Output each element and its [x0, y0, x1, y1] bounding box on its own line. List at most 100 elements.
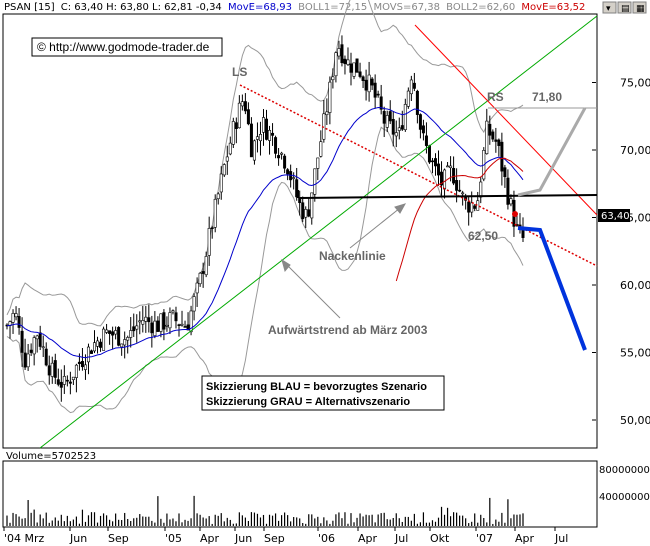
candle — [427, 144, 431, 164]
candle — [44, 342, 48, 367]
candle — [99, 338, 103, 352]
volume-tick-80m: 80000000 — [599, 465, 650, 476]
volume-panel — [2, 460, 598, 528]
candle — [26, 343, 30, 371]
candle — [35, 334, 39, 353]
candle — [307, 198, 311, 218]
candle — [246, 102, 250, 126]
candle — [252, 139, 256, 165]
candle — [352, 62, 356, 80]
x-axis: '04 Mrz Jun Sep '05 Apr Jun Sep '06 Apr Jul Okt '07… — [3, 527, 568, 545]
candle — [412, 72, 416, 92]
moving-average-red — [395, 157, 524, 282]
candle — [258, 121, 262, 156]
candle — [506, 169, 510, 210]
candle — [41, 335, 45, 358]
candle — [409, 75, 413, 102]
header-boll2: BOLL2=62,60 — [446, 2, 515, 13]
candle — [201, 262, 205, 288]
candle — [494, 127, 498, 153]
candle — [132, 313, 136, 337]
candle — [129, 317, 133, 348]
candle — [430, 157, 434, 174]
candle — [62, 365, 66, 394]
candle — [379, 84, 383, 115]
candle — [162, 309, 166, 341]
candle — [237, 95, 241, 129]
support-line — [299, 194, 598, 199]
header-move2: MovE=63,52 — [521, 2, 585, 13]
candle — [433, 153, 437, 176]
candle — [198, 271, 202, 287]
legend-box: Skizzierung BLAU = bevorzugtes Szenario … — [201, 375, 445, 411]
candle — [83, 354, 87, 380]
candle — [298, 190, 302, 216]
candle — [141, 305, 145, 333]
candle — [421, 119, 425, 141]
candle — [123, 331, 127, 359]
candle — [415, 89, 419, 124]
candle — [388, 100, 392, 125]
candle — [337, 40, 341, 60]
candle — [50, 356, 54, 384]
svg-text:▦: ▦ — [636, 4, 645, 14]
candle — [156, 316, 160, 332]
x-tick-label: Apr — [358, 532, 378, 545]
candle — [406, 87, 410, 109]
candle — [403, 98, 407, 132]
candle — [65, 375, 69, 387]
y-tick-label: 75,00 — [620, 77, 650, 90]
candle — [126, 335, 130, 354]
blue-scenario — [517, 226, 587, 351]
candle — [234, 117, 238, 144]
candle — [86, 343, 90, 375]
current-price-tag — [598, 209, 630, 222]
header-movs: MOVS=67,38 — [373, 2, 440, 13]
candle — [295, 167, 299, 201]
candle — [120, 343, 124, 356]
candle — [301, 196, 305, 223]
header-move1: MovE=68,93 — [228, 2, 292, 13]
candle — [452, 156, 456, 186]
svg-text:Skizzierung GRAU = Alternativs: Skizzierung GRAU = Alternativszenario — [206, 396, 410, 408]
window-controls[interactable]: ▾ ▤ ▦ — [602, 1, 647, 14]
candle — [32, 335, 36, 366]
candle — [93, 330, 97, 354]
candle — [382, 106, 386, 138]
indicator-lines — [6, 106, 524, 359]
candle — [349, 52, 353, 86]
candle — [446, 162, 450, 168]
label-ls: LS — [232, 65, 247, 79]
label-uptrend: Aufwärtstrend ab März 2003 — [268, 323, 428, 337]
neckline-dotted — [239, 84, 598, 267]
moving-average-blue — [6, 106, 524, 359]
candle — [56, 368, 60, 387]
x-tick-label: Jun — [234, 532, 252, 545]
x-tick-label: '07 — [476, 532, 493, 545]
x-tick-label: '06 — [318, 532, 335, 545]
x-tick-label: Jul — [554, 532, 568, 545]
candle — [355, 58, 359, 73]
label-neckline: Nackenlinie — [319, 249, 386, 263]
candle — [397, 117, 401, 140]
candle — [346, 47, 350, 66]
candle — [261, 109, 265, 146]
x-tick-label: Jul — [394, 532, 408, 545]
label-rs: RS — [487, 90, 504, 104]
grey-scenario — [517, 107, 587, 197]
candle — [367, 61, 371, 102]
candle — [80, 347, 84, 371]
candle — [71, 376, 75, 385]
candle — [364, 69, 368, 101]
volume-bars — [6, 495, 524, 526]
candle — [277, 148, 281, 166]
candle — [394, 120, 398, 148]
candle — [114, 326, 118, 340]
candle — [500, 132, 504, 186]
candle — [331, 68, 335, 89]
candle — [144, 306, 148, 333]
x-tick-label: Okt — [430, 532, 450, 545]
candle — [135, 314, 139, 343]
candle — [340, 35, 344, 67]
candle — [14, 306, 18, 321]
